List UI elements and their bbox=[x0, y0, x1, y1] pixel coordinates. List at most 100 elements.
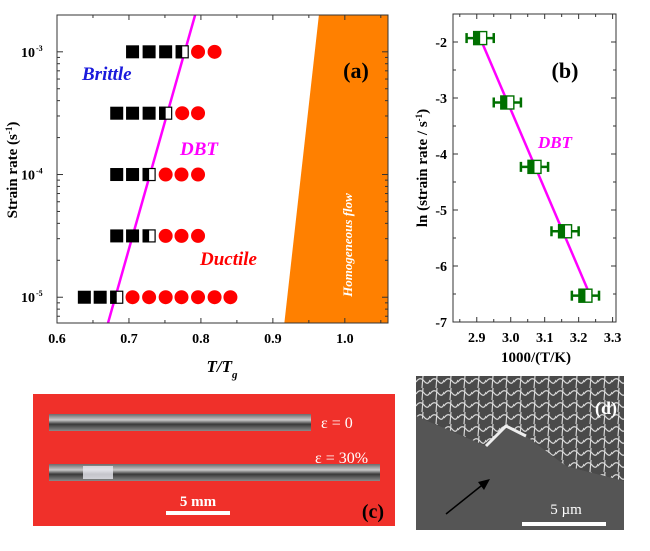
specimen-photo-drawing: ε = 0 ε = 30% 5 mm (c) bbox=[49, 414, 384, 523]
marker-fill bbox=[527, 159, 535, 174]
panel-c-label: (c) bbox=[362, 501, 384, 523]
brittle-marker bbox=[110, 168, 124, 182]
x-tick-label-b: 3.2 bbox=[570, 331, 588, 346]
x-tick-label-a: 0.7 bbox=[120, 332, 138, 347]
x-tick-label-b: 3.0 bbox=[502, 331, 520, 346]
y-tick-label-a: 10 bbox=[21, 291, 35, 306]
step-ridge bbox=[484, 424, 527, 448]
dbt-point-b bbox=[550, 224, 580, 239]
dbt-point-b bbox=[519, 159, 550, 175]
brittle-marker bbox=[126, 229, 140, 243]
brittle-marker bbox=[126, 45, 140, 59]
vein-pattern-region bbox=[416, 376, 624, 481]
dbt-point-b bbox=[465, 30, 495, 46]
transition-marker-fill bbox=[142, 229, 150, 243]
y-tick-label-b: -2 bbox=[435, 36, 447, 51]
ductile-marker bbox=[158, 228, 173, 243]
y-tick-label-b: -7 bbox=[435, 316, 447, 331]
transition-marker-fill bbox=[110, 290, 117, 304]
marker-fill bbox=[500, 95, 508, 110]
homogeneous-flow-region bbox=[284, 15, 388, 323]
y-axis-title-b: ln (strain rate / s-1) bbox=[414, 109, 431, 227]
ductile-marker bbox=[125, 290, 140, 305]
panel-b-chart: 2.9 3.0 3.1 3.2 3.3 -2 -3 -4 -5 -6 -7 DBT (b) 1000… bbox=[414, 13, 622, 366]
panel-d-label: (d) bbox=[595, 398, 617, 419]
brittle-marker bbox=[126, 106, 140, 120]
brittle-marker bbox=[159, 45, 173, 59]
brittle-marker bbox=[77, 290, 91, 304]
ductile-marker bbox=[191, 290, 206, 305]
marker-fill bbox=[558, 224, 566, 239]
ductile-marker bbox=[223, 290, 238, 305]
x-tick-label-a: 0.9 bbox=[264, 332, 282, 347]
brittle-marker bbox=[142, 106, 156, 120]
x-tick-label-a: 0.6 bbox=[48, 332, 66, 347]
x-tick-label-b: 3.1 bbox=[536, 331, 554, 346]
ductile-marker bbox=[191, 44, 206, 59]
strain-0-label: ε = 0 bbox=[321, 415, 353, 432]
transition-marker bbox=[142, 167, 156, 182]
specimen-photo: ε = 0 ε = 30% 5 mm (c) bbox=[33, 394, 395, 526]
ductile-marker bbox=[174, 290, 189, 305]
y-tick-label-b: -6 bbox=[435, 260, 447, 275]
brittle-marker bbox=[93, 290, 107, 304]
transition-marker bbox=[142, 229, 156, 243]
y-tick-exp-a: -4 bbox=[36, 167, 43, 176]
transition-marker-fill bbox=[159, 106, 166, 120]
ductile-marker bbox=[158, 290, 173, 305]
panel-a-chart: 0.6 0.7 0.8 0.9 1.010-310-410-5 Homogeneous … bbox=[4, 14, 389, 381]
brittle-marker bbox=[110, 229, 124, 243]
y-axis-title-a-sup: -1 bbox=[4, 126, 14, 134]
sem-fracture-drawing: 5 µm (d) bbox=[416, 376, 624, 530]
y-axis-title-b-close: ) bbox=[415, 109, 431, 114]
x-tick-label-a: 0.8 bbox=[192, 332, 210, 347]
transition-marker bbox=[110, 290, 124, 304]
strain-30-label: ε = 30% bbox=[315, 450, 368, 467]
x-axis-title-a: T/Tg bbox=[207, 357, 239, 381]
x-tick-label-a: 1.0 bbox=[336, 332, 354, 347]
y-axis-title-a-main: Strain rate (s bbox=[5, 134, 21, 218]
homogeneous-flow-label: Homogeneous flow bbox=[340, 193, 355, 298]
brittle-label: Brittle bbox=[81, 64, 132, 85]
y-axis-title-b-main: ln (strain rate / s bbox=[415, 121, 431, 227]
y-axis-title-a: Strain rate (s-1) bbox=[4, 122, 21, 219]
y-tick-label-b: -5 bbox=[435, 204, 447, 219]
ductile-marker bbox=[174, 167, 189, 182]
y-axis-title-a-close: ) bbox=[5, 122, 21, 127]
y-tick-label-a: 10 bbox=[21, 46, 35, 61]
y-tick-exp-a: -5 bbox=[36, 289, 43, 298]
panel-b-frame bbox=[452, 13, 617, 323]
ductile-marker bbox=[174, 228, 189, 243]
arrow-shaft bbox=[445, 481, 487, 515]
y-axis-title-b-sup: -1 bbox=[414, 113, 424, 121]
transition-marker bbox=[159, 106, 173, 120]
marker-fill bbox=[578, 288, 586, 303]
brittle-marker bbox=[142, 45, 156, 59]
scale-bar-d-label: 5 µm bbox=[550, 502, 582, 518]
x-axis-title-b: 1000/(T/K) bbox=[501, 350, 571, 366]
brittle-marker bbox=[126, 168, 140, 182]
ductile-marker bbox=[158, 167, 173, 182]
ductile-marker bbox=[191, 228, 206, 243]
y-tick-label-a: 10 bbox=[21, 169, 35, 184]
ribbon-unstrained bbox=[49, 414, 311, 431]
x-tick-label-b: 3.3 bbox=[604, 331, 622, 346]
ductile-marker bbox=[142, 290, 157, 305]
dbt-point-b bbox=[492, 95, 523, 110]
marker-fill bbox=[473, 31, 481, 46]
ductile-marker bbox=[207, 290, 222, 305]
y-tick-exp-a: -3 bbox=[36, 44, 43, 53]
arrow-head-icon bbox=[478, 479, 490, 490]
ductile-label: Ductile bbox=[199, 249, 258, 270]
x-axis-title-a-sub: g bbox=[231, 369, 238, 381]
brittle-marker bbox=[110, 106, 124, 120]
transition-marker-fill bbox=[175, 45, 183, 59]
ductile-marker bbox=[191, 106, 206, 121]
dbt-label-b: DBT bbox=[537, 133, 573, 152]
x-axis-title-a-main: T/T bbox=[207, 357, 233, 376]
transition-marker-fill bbox=[142, 168, 150, 182]
panel-b-label: (b) bbox=[552, 58, 579, 83]
shear-offset-region bbox=[416, 416, 624, 530]
dbt-point-b bbox=[570, 288, 601, 303]
